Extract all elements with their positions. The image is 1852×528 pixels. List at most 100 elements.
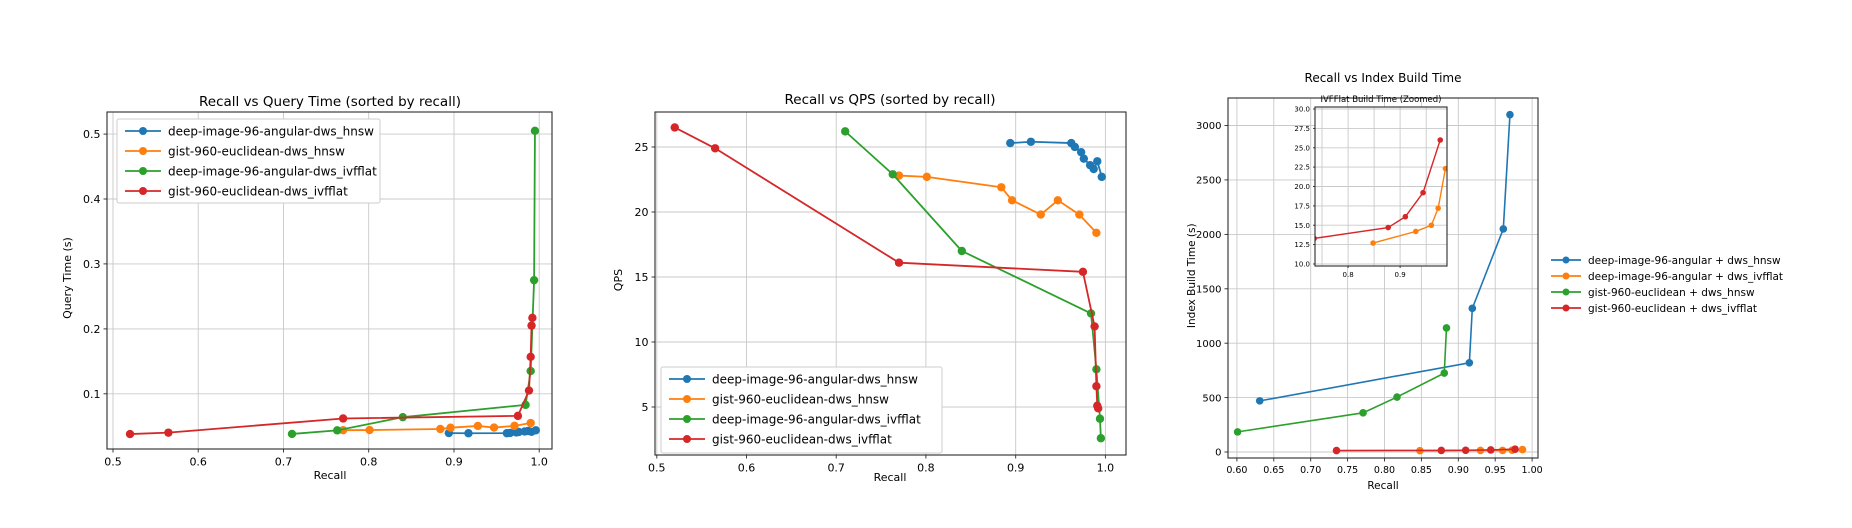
y-tick-label: 22.5 (1294, 164, 1310, 172)
y-tick-label: 0.1 (83, 388, 101, 401)
x-tick-label: 0.7 (827, 462, 845, 475)
data-point-marker (997, 183, 1006, 192)
data-point-marker (473, 421, 483, 431)
data-point-marker (1092, 228, 1101, 237)
x-tick-label: 0.95 (1485, 465, 1506, 476)
data-point-marker (1079, 154, 1089, 163)
x-tick-label: 0.65 (1263, 465, 1284, 476)
data-point-marker (1420, 189, 1426, 196)
legend-entry: gist-960-euclidean + dws_ivfflat (1551, 303, 1757, 315)
legend-label: gist-960-euclidean + dws_ivfflat (1588, 303, 1757, 315)
x-tick-label: 0.75 (1337, 465, 1358, 476)
legend-entry: gist-960-euclidean + dws_hnsw (1551, 287, 1755, 299)
data-point-marker (1093, 157, 1102, 166)
data-point-marker (1095, 414, 1105, 423)
series-group (670, 123, 1106, 443)
chart1-title: Recall vs Query Time (sorted by recall) (199, 94, 461, 110)
x-tick-label: 0.6 (189, 456, 207, 469)
data-point-marker (922, 172, 932, 182)
y-tick-label: 0 (1215, 448, 1221, 459)
data-point-marker (1092, 382, 1101, 391)
y-tick-label: 12.5 (1294, 241, 1310, 249)
legend-marker-dot (683, 415, 691, 423)
data-point-marker (1412, 228, 1419, 235)
data-point-marker (489, 423, 499, 432)
data-point-marker (670, 123, 679, 132)
series-group (1233, 110, 1527, 455)
chart3-y-axis-label: Index Build Time (s) (1186, 223, 1199, 329)
data-point-marker (1090, 322, 1099, 331)
data-point-marker (1093, 404, 1103, 413)
y-tick-label: 5 (642, 401, 649, 414)
x-tick-label: 1.0 (1097, 462, 1115, 475)
legend-entry: deep-image-96-angular-dws_hnsw (669, 372, 918, 386)
plot-border (654, 111, 1127, 456)
legend-entry: gist-960-euclidean-dws_ivfflat (669, 432, 892, 446)
data-point-marker (1359, 409, 1367, 417)
x-tick-label: 1.0 (530, 456, 548, 469)
data-point-marker (526, 418, 535, 428)
chart-recall-vs-index-build-time: 0.60 0.65 0.70 0.75 0.80 0.85 0.90 0.95 1.00 0 500… (1196, 97, 1783, 476)
legend-entry: gist-960-euclidean-dws_hnsw (669, 392, 889, 406)
data-point-marker (526, 352, 535, 361)
y-tick-label: 1500 (1196, 285, 1221, 296)
x-tick-label: 0.85 (1411, 465, 1432, 476)
data-point-marker (1465, 358, 1474, 367)
legend-label: deep-image-96-angular + dws_ivfflat (1588, 271, 1783, 283)
legend-entry: gist-960-euclidean-dws_ivfflat (125, 184, 348, 198)
chart1-y-axis-label: Query Time (s) (60, 237, 74, 319)
x-tick-label: 0.90 (1448, 465, 1469, 476)
data-point-marker (436, 424, 445, 434)
x-tick-label: 0.60 (1226, 465, 1247, 476)
data-point-marker (531, 426, 540, 435)
legend-marker-dot (1562, 256, 1570, 264)
data-point-marker (1518, 445, 1527, 454)
data-point-marker (1075, 210, 1084, 219)
x-tick-label: 1.00 (1522, 465, 1543, 476)
y-tick-label: 10 (635, 336, 649, 349)
y-tick-label: 10.0 (1294, 261, 1310, 269)
legend-label: deep-image-96-angular + dws_hnsw (1588, 255, 1781, 267)
x-tick-label: 0.8 (1343, 271, 1354, 279)
data-point-marker (1070, 142, 1080, 152)
legend-marker-dot (139, 127, 147, 135)
data-point-marker (1255, 397, 1264, 405)
y-tick-label: 2500 (1196, 176, 1221, 187)
legend-label: gist-960-euclidean + dws_hnsw (1588, 287, 1755, 299)
x-tick-label: 0.9 (1007, 462, 1025, 475)
chart1-x-axis-label: Recall (313, 469, 347, 482)
plot-border (106, 111, 553, 450)
chart2-x-axis-label: Recall (873, 471, 907, 484)
chart2-title: Recall vs QPS (sorted by recall) (784, 92, 996, 108)
y-tick-label: 17.5 (1294, 203, 1310, 211)
legend: deep-image-96-angular-dws_hnsw gist-960-e… (660, 366, 943, 454)
y-tick-label: 0.4 (83, 193, 101, 206)
legend-marker-dot (139, 147, 147, 155)
chart3-x-axis-label: Recall (1367, 480, 1399, 492)
data-point-marker (1026, 137, 1036, 146)
legend-label: deep-image-96-angular-dws_ivfflat (712, 412, 921, 426)
legend-marker-dot (683, 395, 691, 403)
data-point-marker (164, 428, 173, 437)
legend-entry: deep-image-96-angular-dws_ivfflat (669, 412, 921, 426)
data-point-marker (1036, 210, 1045, 219)
y-tick-label: 1000 (1196, 339, 1221, 350)
x-tick-label: 0.7 (275, 456, 293, 469)
y-tick-label: 500 (1202, 393, 1221, 404)
legend-label: deep-image-96-angular-dws_hnsw (168, 124, 374, 138)
data-point-marker (1076, 147, 1086, 157)
data-point-marker (332, 426, 342, 435)
chart-recall-vs-query-time-sorted-by-recall: 0.5 0.6 0.7 0.8 0.9 1.0 0.1 0.2 0.3 0.4 0.5 deep-im… (83, 111, 553, 469)
data-point-marker (1233, 428, 1242, 436)
data-point-marker (510, 421, 519, 431)
y-tick-label: 15 (635, 271, 649, 284)
data-point-marker (1442, 165, 1448, 172)
data-point-marker (1442, 324, 1451, 332)
legend-marker-dot (139, 187, 147, 195)
data-point-marker (530, 126, 540, 136)
x-tick-label: 0.8 (917, 462, 935, 475)
data-point-marker (840, 127, 850, 136)
legend: deep-image-96-angular-dws_hnsw gist-960-e… (116, 118, 381, 204)
